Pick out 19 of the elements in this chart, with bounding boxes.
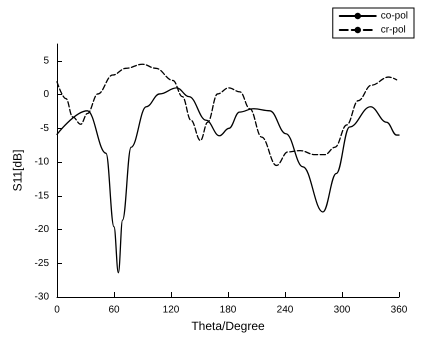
x-tick-label: 0 — [54, 304, 60, 316]
y-tick-label: -25 — [34, 258, 50, 269]
y-tick-label: -15 — [34, 190, 50, 202]
x-tick-label: 300 — [334, 304, 351, 316]
y-tick-label: -10 — [34, 156, 50, 168]
x-axis-title: Theta/Degree — [191, 318, 266, 333]
y-axis-title: S11[dB] — [10, 150, 25, 192]
y-tick-label: 0 — [43, 89, 50, 100]
y-tick-label: -20 — [34, 224, 50, 236]
legend-label: co-pol — [380, 10, 408, 22]
y-tick-label: -30 — [34, 292, 50, 302]
x-tick-label: 120 — [162, 304, 180, 316]
x-tick-label: 180 — [220, 304, 237, 316]
x-tick-label: 240 — [276, 304, 294, 316]
legend-label: cr-pol — [380, 24, 406, 36]
x-tick-label: 360 — [390, 304, 408, 316]
y-tick-label: 5 — [43, 55, 50, 66]
x-tick-label: 60 — [108, 304, 120, 316]
y-tick-label: -5 — [40, 122, 50, 134]
